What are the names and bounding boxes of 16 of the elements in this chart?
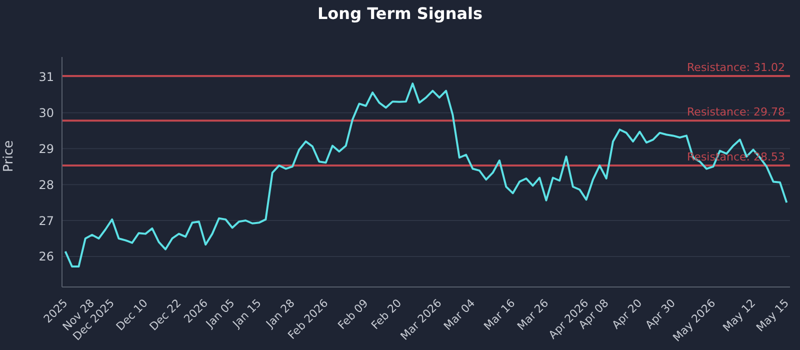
ref-line-label: Resistance: 29.78 (687, 106, 785, 119)
chart-title: Long Term Signals (316, 4, 484, 23)
line-series (64, 82, 788, 268)
y-tick-label: 31 (38, 70, 54, 84)
y-tick-label: 27 (38, 214, 54, 228)
y-tick-label: 30 (38, 106, 54, 120)
y-tick-label: 29 (38, 142, 54, 156)
y-tick-label: 26 (38, 250, 54, 264)
y-axis-title: Price (2, 140, 17, 172)
x-tick-label: Feb 09 (335, 296, 371, 332)
x-tick-label: Mar 04 (441, 296, 478, 333)
ref-line-label: Resistance: 31.02 (687, 61, 785, 74)
y-tick-label: 28 (38, 178, 54, 192)
x-tick-label: Apr 20 (610, 296, 645, 332)
x-tick-label: Apr 30 (642, 296, 678, 332)
x-tick-label: Feb 20 (368, 296, 404, 332)
